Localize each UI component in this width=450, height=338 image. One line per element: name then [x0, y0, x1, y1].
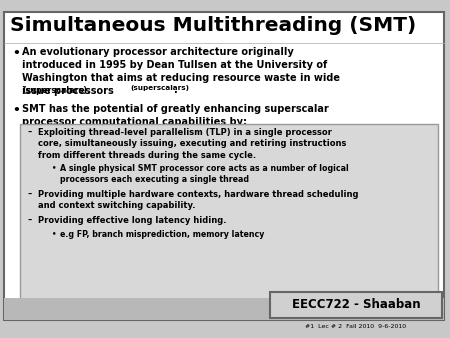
Text: Simultaneous Multithreading (SMT): Simultaneous Multithreading (SMT) — [10, 16, 416, 35]
Text: –: – — [28, 216, 32, 225]
Bar — [20, 124, 438, 316]
Text: SMT has the potential of greatly enhancing superscalar
processor computational c: SMT has the potential of greatly enhanci… — [22, 104, 329, 127]
Text: Providing multiple hardware contexts, hardware thread scheduling
and context swi: Providing multiple hardware contexts, ha… — [38, 190, 359, 211]
Text: •: • — [52, 164, 57, 170]
Text: #1  Lec # 2  Fall 2010  9-6-2010: #1 Lec # 2 Fall 2010 9-6-2010 — [306, 323, 406, 329]
Text: An evolutionary processor architecture originally
introduced in 1995 by Dean Tul: An evolutionary processor architecture o… — [22, 47, 340, 96]
Text: e.g FP, branch misprediction, memory latency: e.g FP, branch misprediction, memory lat… — [60, 230, 265, 239]
Text: –: – — [28, 190, 32, 199]
Text: A single physical SMT processor core acts as a number of logical
processors each: A single physical SMT processor core act… — [60, 164, 349, 184]
Text: •: • — [12, 47, 20, 60]
Text: Exploiting thread-level parallelism (TLP) in a single processor
core, simultaneo: Exploiting thread-level parallelism (TLP… — [38, 128, 347, 160]
Text: (superscalars).: (superscalars). — [22, 86, 90, 95]
Text: •: • — [52, 230, 57, 236]
Text: –: – — [28, 128, 32, 137]
Bar — [4, 298, 444, 320]
Text: •: • — [12, 104, 20, 117]
Text: .: . — [174, 85, 178, 95]
Text: Providing effective long latency hiding.: Providing effective long latency hiding. — [38, 216, 226, 225]
Text: (superscalars): (superscalars) — [130, 85, 189, 91]
Bar — [270, 292, 442, 318]
Text: EECC722 - Shaaban: EECC722 - Shaaban — [292, 298, 420, 312]
